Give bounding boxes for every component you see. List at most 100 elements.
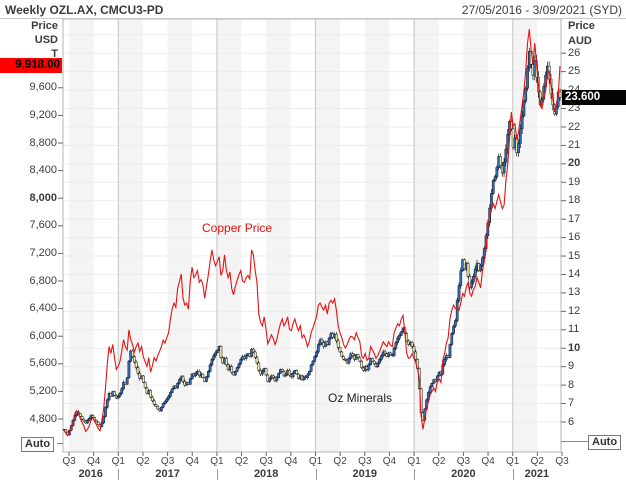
ozl-series-label: Oz Minerals <box>328 391 393 405</box>
right-axis-tick-label: 6 <box>568 415 575 428</box>
candle-body <box>80 416 84 420</box>
candle-body <box>518 128 522 144</box>
right-axis-tick-label: 11 <box>568 323 580 336</box>
right-axis-tick-label: 18 <box>568 194 581 207</box>
quarter-band <box>315 19 341 452</box>
candle-body <box>311 360 315 366</box>
candle-body <box>378 359 381 364</box>
quarter-band <box>69 19 94 452</box>
candle-body <box>499 156 502 166</box>
right-axis-tick-label: 13 <box>568 286 581 299</box>
candle-body <box>165 398 169 402</box>
quarter-band <box>118 19 143 452</box>
left-axis-tick-label: 6,000 <box>29 329 57 342</box>
quarter-tick-label: Q2 <box>136 456 150 467</box>
left-axis-auto-scale-button[interactable]: Auto <box>21 437 55 452</box>
quarter-tick-label: Q3 <box>62 456 76 467</box>
quarter-tick-label: Q4 <box>481 456 495 467</box>
candle-body <box>360 360 363 368</box>
candle-body <box>307 371 311 376</box>
candle-body <box>142 375 145 383</box>
ozl-candlestick-series[interactable] <box>62 47 562 436</box>
candle-body <box>306 374 309 378</box>
candle-body <box>338 347 342 353</box>
candle-body <box>82 418 86 422</box>
candle-body <box>178 379 181 384</box>
copper-series-label: Copper Price <box>202 221 273 235</box>
candle-body <box>160 406 163 412</box>
ozl-last-price-flag: 23.600 <box>562 90 626 105</box>
auto-right-connector <box>561 441 588 442</box>
candle-body <box>491 180 495 194</box>
candle-body <box>504 148 508 163</box>
auto-left-connector <box>57 443 63 444</box>
candle-body <box>412 346 416 353</box>
candle-body <box>380 355 383 360</box>
candle-body <box>371 358 374 362</box>
quarter-tick-label: Q3 <box>456 456 471 467</box>
year-label: 2016 <box>78 468 103 480</box>
candle-body <box>95 419 98 423</box>
quarter-tick-label: Q4 <box>382 456 397 467</box>
candle-body <box>367 364 371 370</box>
left-axis-tick-label: 9,600 <box>29 81 57 94</box>
candle-body <box>396 337 400 343</box>
candle-body <box>275 377 279 381</box>
candle-body <box>288 370 291 376</box>
candle-body <box>383 351 387 355</box>
right-axis-auto-scale-button[interactable]: Auto <box>588 435 622 450</box>
candle-body <box>316 344 320 353</box>
candle-body <box>466 263 470 277</box>
candle-body <box>452 325 455 334</box>
candle-body <box>253 351 257 358</box>
candle-body <box>443 359 446 366</box>
candle-body <box>201 373 205 378</box>
quarter-tick-label: Q1 <box>111 456 125 467</box>
candle-body <box>472 276 475 283</box>
quarter-tick-label: Q3 <box>358 456 372 467</box>
candle-body <box>277 372 280 378</box>
candle-body <box>152 400 156 405</box>
candle-body <box>170 388 174 393</box>
candle-body <box>105 399 109 408</box>
date-range: 27/05/2016 - 3/09/2021 (SYD) <box>461 3 622 17</box>
right-axis-tick-label: 9 <box>568 360 575 373</box>
candle-body <box>336 340 340 348</box>
right-axis-tick-label: 22 <box>568 120 581 133</box>
right-axis-tick-label: 14 <box>568 268 581 280</box>
candle-body <box>239 359 243 365</box>
year-separator <box>512 469 514 480</box>
right-axis-tick-label: 8 <box>568 378 575 391</box>
candle-body <box>450 333 454 345</box>
candle-body <box>334 334 338 342</box>
candle-body <box>351 353 354 356</box>
candle-body <box>86 419 89 424</box>
candle-body <box>454 320 457 327</box>
year-label: 2018 <box>253 468 279 480</box>
candle-body <box>104 406 107 417</box>
right-axis-tick-label: 17 <box>568 212 581 225</box>
right-axis-tick-label: 7 <box>568 397 575 410</box>
candle-body <box>282 371 286 377</box>
candle-body <box>309 364 313 372</box>
year-label: 2021 <box>524 468 550 480</box>
candle-body <box>522 100 526 117</box>
right-axis-title-currency: AUD <box>568 35 592 47</box>
candle-body <box>340 351 344 357</box>
candle-body <box>517 143 520 154</box>
copper-price-line[interactable] <box>63 29 561 437</box>
left-axis-tick-label: 7,200 <box>29 246 57 259</box>
quarter-tick-label: Q3 <box>160 456 175 467</box>
left-axis-tick-label: 6,400 <box>29 302 57 315</box>
candle-body <box>266 374 270 382</box>
copper-last-price-flag: 9,918.00 <box>0 58 62 74</box>
candle-body <box>120 388 124 394</box>
candle-body <box>271 375 275 378</box>
right-axis-tick-label: 16 <box>568 231 581 244</box>
quarter-tick-label: Q3 <box>259 456 273 467</box>
year-label: 2019 <box>352 468 378 480</box>
candle-body <box>320 339 324 343</box>
quarter-tick-label: Q1 <box>407 456 421 467</box>
candle-body <box>344 359 347 361</box>
